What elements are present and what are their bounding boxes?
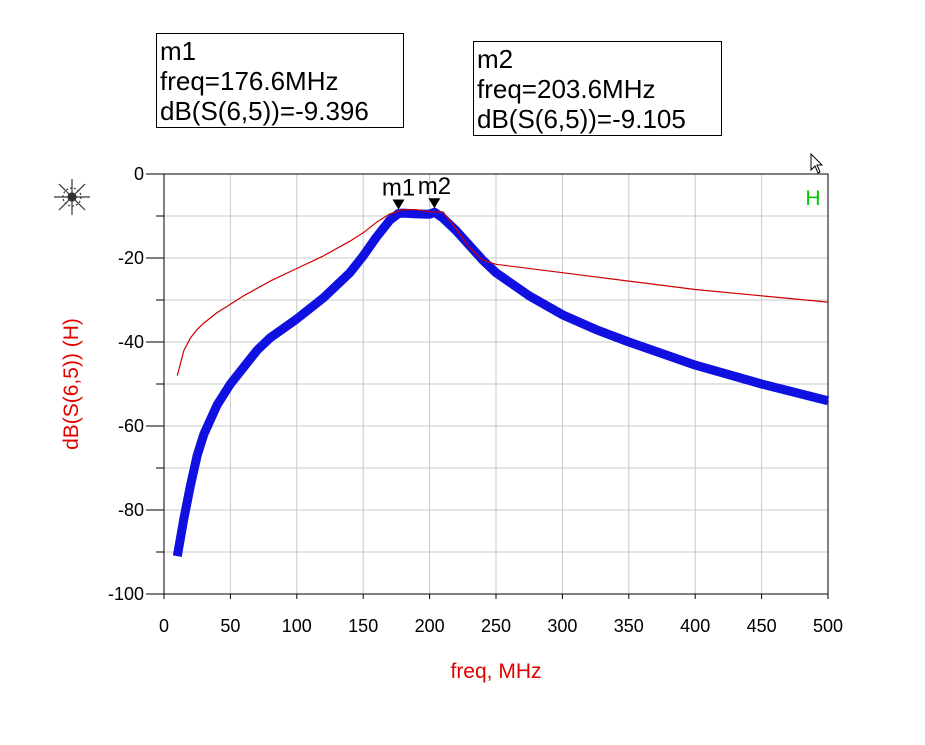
marker-m2-freq: freq=203.6MHz <box>477 74 656 104</box>
marker-m2-name: m2 <box>477 44 514 74</box>
series-line-thick <box>172 207 830 557</box>
axis-labels: 0 50 100 150 200 250 300 350 400 450 500 0 -20 -40 -60… <box>60 164 843 683</box>
x-tick-label: 450 <box>747 616 777 636</box>
marker-label-m2: m2 <box>418 173 451 200</box>
marker-m1-value: dB(S(6,5))=-9.396 <box>160 96 369 126</box>
grid-lines <box>163 173 829 595</box>
x-tick-label: 100 <box>282 616 312 636</box>
x-tick-label: 400 <box>680 616 710 636</box>
marker-m1-freq: freq=176.6MHz <box>160 66 339 96</box>
x-tick-label: 50 <box>220 616 240 636</box>
legend-label: H <box>805 187 820 210</box>
x-tick-label: 150 <box>348 616 378 636</box>
y-axis-label: dB(S(6,5)) (H) <box>60 318 83 450</box>
series-group <box>172 207 830 557</box>
y-tick-label: -20 <box>118 248 144 268</box>
cursor-icon <box>810 152 824 174</box>
logo-icon <box>54 179 90 215</box>
marker-readout-m2: m2 freq=203.6MHz dB(S(6,5))=-9.105 <box>473 41 722 136</box>
x-tick-label: 0 <box>159 616 169 636</box>
x-tick-label: 250 <box>481 616 511 636</box>
marker-m1-name: m1 <box>160 36 197 66</box>
x-tick-label: 350 <box>614 616 644 636</box>
y-tick-label: -80 <box>118 500 144 520</box>
x-tick-label: 200 <box>415 616 445 636</box>
y-tick-label: 0 <box>134 164 144 184</box>
marker-readout-m1: m1 freq=176.6MHz dB(S(6,5))=-9.396 <box>156 33 404 128</box>
marker-triangle-m2 <box>428 198 441 209</box>
marker-triangle-m1 <box>392 199 405 210</box>
series-line-thin <box>176 209 829 376</box>
x-axis-label: freq, MHz <box>450 660 541 683</box>
x-tick-label: 500 <box>813 616 843 636</box>
y-tick-label: -40 <box>118 332 144 352</box>
marker-m2-value: dB(S(6,5))=-9.105 <box>477 104 686 134</box>
marker-label-m1: m1 <box>382 174 415 201</box>
axis-ticks <box>146 173 829 599</box>
y-tick-label: -60 <box>118 416 144 436</box>
marker-group: m1 m2 <box>382 173 451 210</box>
x-tick-label: 300 <box>547 616 577 636</box>
y-tick-label: -100 <box>108 584 144 604</box>
